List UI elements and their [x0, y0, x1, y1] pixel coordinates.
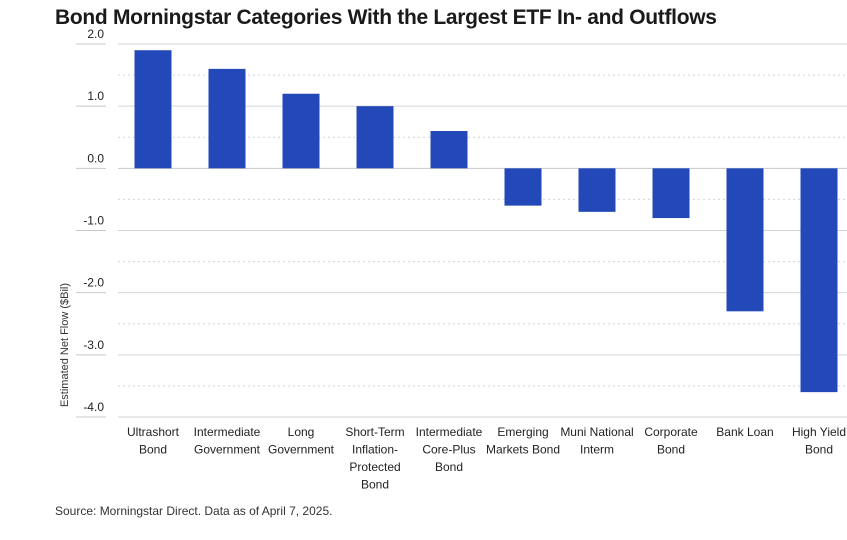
bar: [430, 131, 468, 169]
bar: [134, 50, 172, 169]
y-tick-label: -4.0: [83, 400, 104, 414]
y-tick-label: -1.0: [83, 214, 104, 228]
y-tick-label: -2.0: [83, 276, 104, 290]
x-category-label: Short-Term Inflation-Protected Bond: [345, 425, 404, 492]
x-category-label: Bank Loan: [716, 425, 773, 439]
y-axis-ticks: 2.0 1.0 0.0 -1.0 -2.0 -3.0 -4.0: [83, 27, 104, 414]
chart-title: Bond Morningstar Categories With the Lar…: [55, 6, 717, 29]
x-category-label: Intermediate Core-Plus Bond: [416, 425, 483, 474]
bar: [726, 168, 764, 312]
x-axis-labels: Ultrashort Bond Intermediate GovernmentLong…: [127, 425, 846, 492]
x-category-label: Intermediate Government: [194, 425, 261, 457]
x-category-label: Emerging Markets Bond: [486, 425, 560, 457]
x-category-label: High Yield Bond: [792, 425, 846, 457]
source-note: Source: Morningstar Direct. Data as of A…: [55, 504, 333, 518]
y-tick-label: -3.0: [83, 338, 104, 352]
y-tick-label: 0.0: [87, 151, 104, 165]
bar-chart: 2.0 1.0 0.0 -1.0 -2.0 -3.0 -4.0 Ultrashort Bond…: [59, 27, 847, 492]
y-tick-label: 2.0: [87, 27, 104, 41]
bars: [134, 50, 838, 393]
x-category-label: Muni National Interm: [560, 425, 633, 457]
y-axis-label: Estimated Net Flow ($Bil): [59, 283, 71, 407]
bar: [578, 168, 616, 212]
x-category-label: Corporate Bond: [644, 425, 698, 457]
bar: [356, 106, 394, 169]
bar: [652, 168, 690, 219]
y-tick-label: 1.0: [87, 89, 104, 103]
bar: [800, 168, 838, 393]
bar: [208, 68, 246, 169]
bar: [504, 168, 542, 206]
bar: [282, 93, 320, 169]
x-category-label: Long Government: [268, 425, 335, 457]
x-category-label: Ultrashort Bond: [127, 425, 180, 457]
